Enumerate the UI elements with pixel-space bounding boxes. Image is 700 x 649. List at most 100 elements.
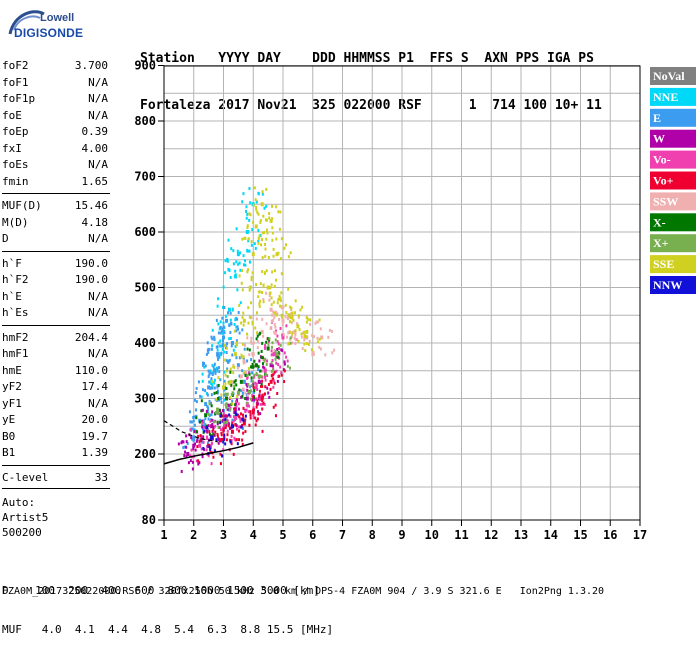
- data-point-speckle: [259, 402, 262, 406]
- data-point-speckle: [195, 416, 198, 420]
- data-point-speckle: [252, 384, 255, 388]
- data-point-speckle: [255, 200, 258, 204]
- data-point-speckle: [224, 314, 227, 318]
- data-point-speckle: [280, 237, 283, 241]
- data-point-speckle: [226, 369, 229, 373]
- data-point-speckle: [236, 413, 239, 417]
- data-point-speckle: [319, 327, 322, 331]
- data-point-speckle: [228, 268, 231, 272]
- data-point-speckle: [207, 375, 210, 379]
- data-point-speckle: [268, 212, 271, 216]
- data-point-speckle: [277, 351, 280, 355]
- data-point: [320, 335, 324, 340]
- data-point: [269, 363, 273, 368]
- data-point-speckle: [273, 269, 276, 273]
- y-tick-label: 300: [134, 392, 156, 406]
- data-point-speckle: [217, 322, 220, 326]
- data-point-speckle: [229, 406, 232, 410]
- param-name: foF1: [2, 75, 29, 89]
- data-point-speckle: [246, 393, 249, 397]
- data-point-speckle: [238, 374, 241, 378]
- data-point-speckle: [255, 371, 258, 375]
- data-point-speckle: [273, 330, 276, 334]
- data-point-speckle: [198, 461, 201, 465]
- data-point-speckle: [219, 331, 222, 335]
- data-point-speckle: [265, 322, 268, 326]
- logo-mark: [8, 10, 45, 35]
- param-name: h`F2: [2, 273, 29, 286]
- data-point-speckle: [220, 454, 223, 458]
- data-point-speckle: [280, 371, 283, 375]
- data-point-speckle: [250, 278, 253, 282]
- data-point: [239, 379, 243, 384]
- data-point-speckle: [262, 214, 265, 218]
- data-point-speckle: [235, 383, 238, 387]
- data-point-speckle: [278, 374, 281, 378]
- data-point-speckle: [215, 391, 218, 395]
- data-point-speckle: [298, 328, 301, 332]
- data-point-speckle: [253, 359, 256, 363]
- data-point-speckle: [187, 461, 190, 465]
- data-point-speckle: [234, 379, 237, 383]
- data-point-speckle: [275, 237, 278, 241]
- data-point-speckle: [316, 340, 319, 344]
- data-point-speckle: [231, 422, 234, 426]
- data-point-speckle: [226, 392, 229, 396]
- param-name: h`E: [2, 289, 22, 303]
- data-point-speckle: [265, 187, 268, 191]
- data-point-speckle: [190, 448, 193, 452]
- data-point-speckle: [265, 291, 268, 295]
- data-point-speckle: [235, 341, 238, 345]
- data-point-speckle: [200, 395, 203, 399]
- x-tick-label: 9: [398, 528, 405, 542]
- file-info: FZA0M_2017325022000.RSF / 320fx256h 50 k…: [2, 586, 605, 597]
- data-point-speckle: [280, 313, 283, 317]
- data-point-speckle: [210, 380, 213, 384]
- data-point-speckle: [217, 297, 220, 301]
- data-point-speckle: [216, 384, 219, 388]
- param-value: 20.0: [81, 413, 109, 426]
- data-point-speckle: [247, 390, 250, 394]
- data-point-speckle: [304, 349, 307, 353]
- param-value: 15.46: [74, 199, 108, 212]
- data-point-speckle: [275, 278, 278, 282]
- data-point-speckle: [259, 299, 262, 303]
- data-point-speckle: [219, 378, 222, 382]
- data-point-speckle: [274, 331, 277, 335]
- data-point-speckle: [235, 438, 238, 442]
- data-point-speckle: [260, 349, 263, 353]
- data-point-speckle: [261, 190, 264, 194]
- legend-label: X+: [653, 236, 669, 250]
- data-point-speckle: [212, 420, 215, 424]
- data-point-speckle: [193, 423, 196, 427]
- param-value: N/A: [88, 396, 108, 410]
- data-point-speckle: [202, 363, 205, 367]
- data-point-speckle: [268, 291, 271, 295]
- data-point-speckle: [225, 405, 228, 409]
- data-point: [233, 415, 237, 420]
- data-point-speckle: [240, 281, 243, 285]
- data-point-speckle: [206, 426, 209, 430]
- data-point-speckle: [265, 204, 268, 208]
- data-point-speckle: [266, 386, 269, 390]
- data-point-speckle: [207, 347, 210, 351]
- data-point-speckle: [245, 370, 248, 374]
- data-point-speckle: [241, 394, 244, 398]
- data-point: [192, 443, 196, 448]
- data-point-speckle: [268, 294, 271, 298]
- data-point-speckle: [263, 206, 266, 210]
- data-point-speckle: [283, 246, 286, 250]
- data-point-speckle: [199, 438, 202, 442]
- data-point-speckle: [228, 413, 231, 417]
- data-point-speckle: [303, 338, 306, 342]
- data-point-speckle: [281, 323, 284, 327]
- data-point-speckle: [283, 360, 286, 364]
- data-point-speckle: [184, 445, 187, 449]
- data-point-speckle: [242, 361, 245, 365]
- data-point-speckle: [234, 403, 237, 407]
- data-point-speckle: [210, 347, 213, 351]
- data-point-speckle: [276, 379, 279, 383]
- data-point-speckle: [211, 386, 214, 390]
- data-point-speckle: [247, 239, 250, 243]
- data-point: [278, 296, 282, 301]
